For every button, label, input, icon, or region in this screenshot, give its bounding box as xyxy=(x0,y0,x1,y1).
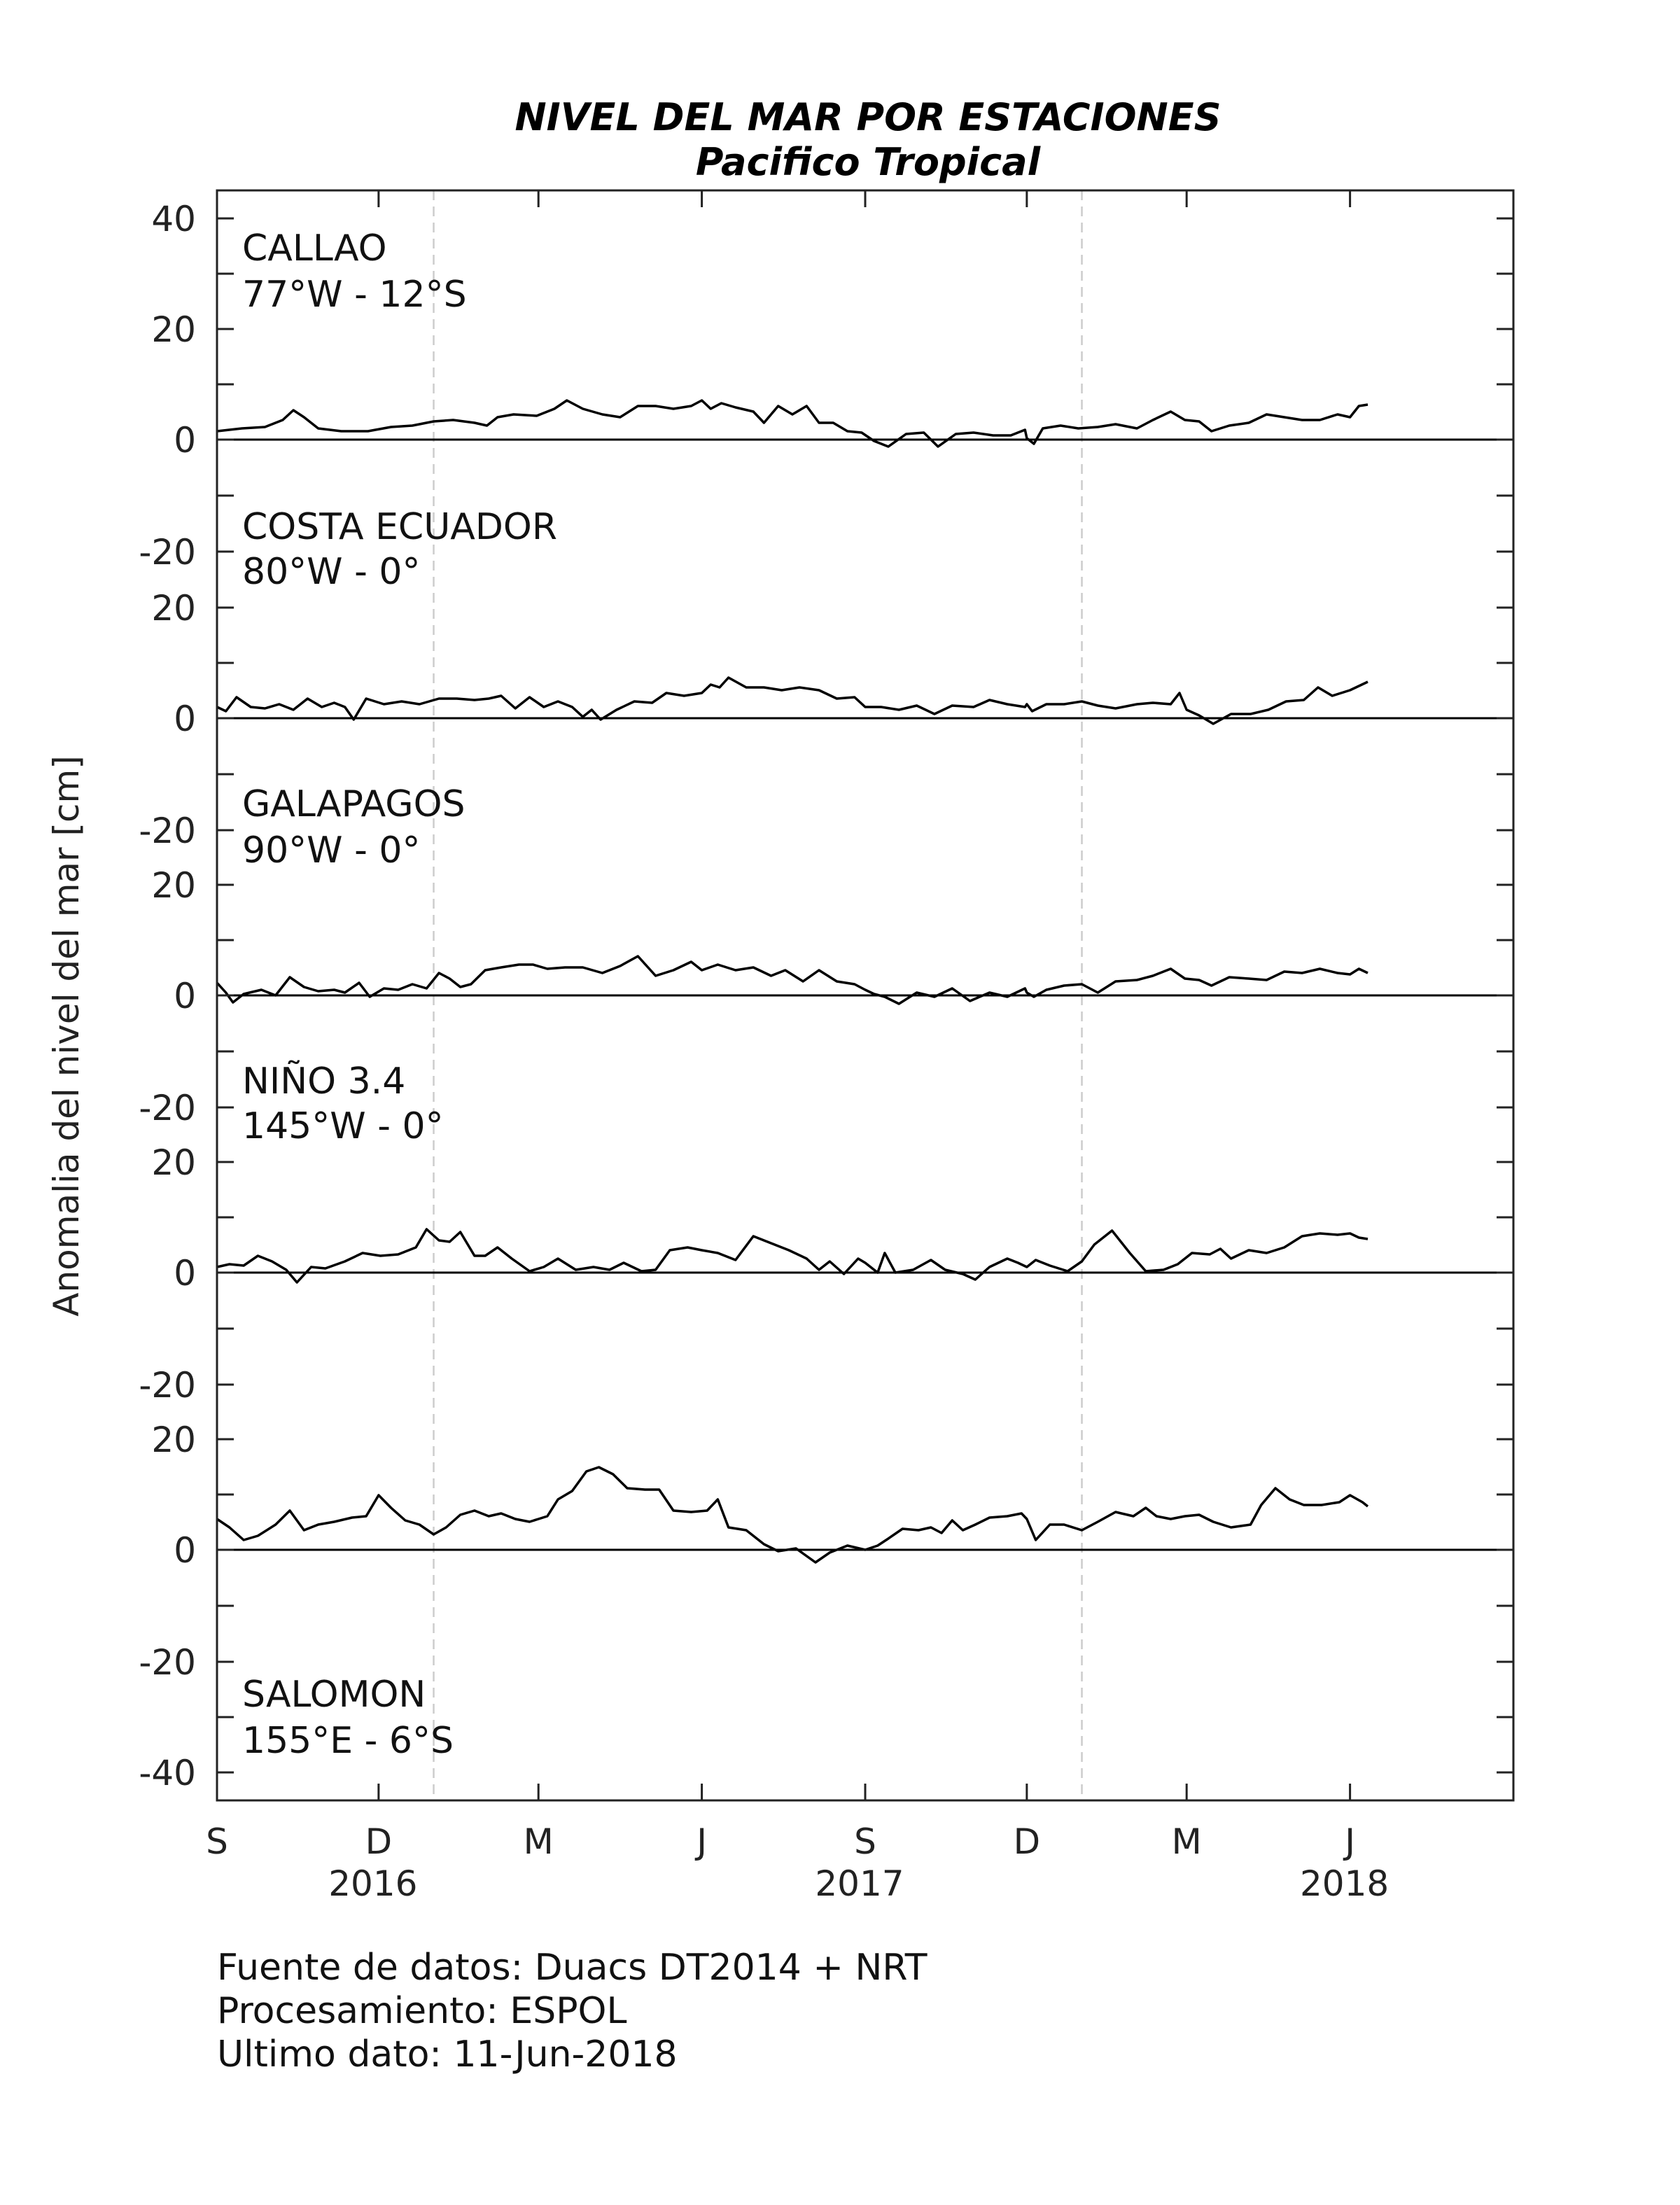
chart-title: NIVEL DEL MAR POR ESTACIONES xyxy=(514,95,1221,139)
station-location: 77°W - 12°S xyxy=(242,274,467,316)
chart-subtitle: Pacifico Tropical xyxy=(696,140,1042,184)
y-ticks: 40 20 0 -20 20 0 -20 20 0 -20 20 0 -20 20 0 -20 -40 xyxy=(139,199,1513,1793)
station-location: 145°W - 0° xyxy=(242,1105,444,1147)
footer: Fuente de datos: Duacs DT2014 + NRT Proc… xyxy=(217,1946,927,2076)
x-tick-label: D xyxy=(1014,1821,1041,1862)
y-tick-label: -20 xyxy=(139,1365,196,1406)
station-location: 155°E - 6°S xyxy=(242,1720,454,1762)
y-tick-label: -20 xyxy=(139,811,196,851)
y-tick-label: 20 xyxy=(151,309,196,350)
y-tick-label: 0 xyxy=(174,699,196,739)
x-ticks: S D M J S D M J 2016 2017 2018 xyxy=(206,190,1389,1904)
station-location: 80°W - 0° xyxy=(242,551,421,593)
y-tick-label: -40 xyxy=(139,1753,196,1793)
x-tick-label: J xyxy=(694,1821,707,1862)
footer-last-date: Ultimo dato: 11-Jun-2018 xyxy=(217,2033,678,2076)
y-tick-label: 40 xyxy=(151,199,196,239)
y-tick-label: 20 xyxy=(151,588,196,629)
x-tick-label: M xyxy=(524,1821,554,1862)
y-tick-label: -20 xyxy=(139,1642,196,1683)
series-line xyxy=(216,676,1368,725)
footer-source: Fuente de datos: Duacs DT2014 + NRT xyxy=(217,1947,927,1989)
footer-processing: Procesamiento: ESPOL xyxy=(217,1990,627,2032)
station-name: NIÑO 3.4 xyxy=(242,1060,405,1102)
year-label: 2018 xyxy=(1300,1863,1389,1904)
y-tick-label: 20 xyxy=(151,1420,196,1460)
series-line xyxy=(216,1466,1369,1564)
x-tick-label: S xyxy=(854,1821,876,1862)
year-label: 2016 xyxy=(328,1863,417,1904)
series-line xyxy=(216,399,1368,448)
year-label: 2017 xyxy=(815,1863,904,1904)
y-tick-label: 0 xyxy=(174,1253,196,1294)
y-tick-label: 0 xyxy=(174,420,196,461)
station-name: CALLAO xyxy=(242,227,387,270)
panel-2: GALAPAGOS 90°W - 0° xyxy=(216,783,1513,1005)
station-name: SALOMON xyxy=(242,1674,426,1716)
x-tick-label: M xyxy=(1172,1821,1202,1862)
station-name: COSTA ECUADOR xyxy=(242,506,557,548)
series-line xyxy=(216,955,1368,1005)
y-tick-label: 20 xyxy=(151,865,196,906)
station-name: GALAPAGOS xyxy=(242,783,465,825)
x-tick-label: S xyxy=(206,1821,228,1862)
x-tick-label: D xyxy=(365,1821,393,1862)
y-tick-label: -20 xyxy=(139,1088,196,1128)
y-tick-label: 20 xyxy=(151,1142,196,1183)
series-line xyxy=(216,1228,1368,1284)
y-tick-label: 0 xyxy=(174,976,196,1016)
x-tick-label: J xyxy=(1343,1821,1355,1862)
y-tick-label: -20 xyxy=(139,532,196,573)
station-location: 90°W - 0° xyxy=(242,830,421,872)
y-axis-label: Anomalia del nivel del mar [cm] xyxy=(46,755,87,1316)
y-tick-label: 0 xyxy=(174,1530,196,1571)
plot-frame xyxy=(216,189,1515,1802)
